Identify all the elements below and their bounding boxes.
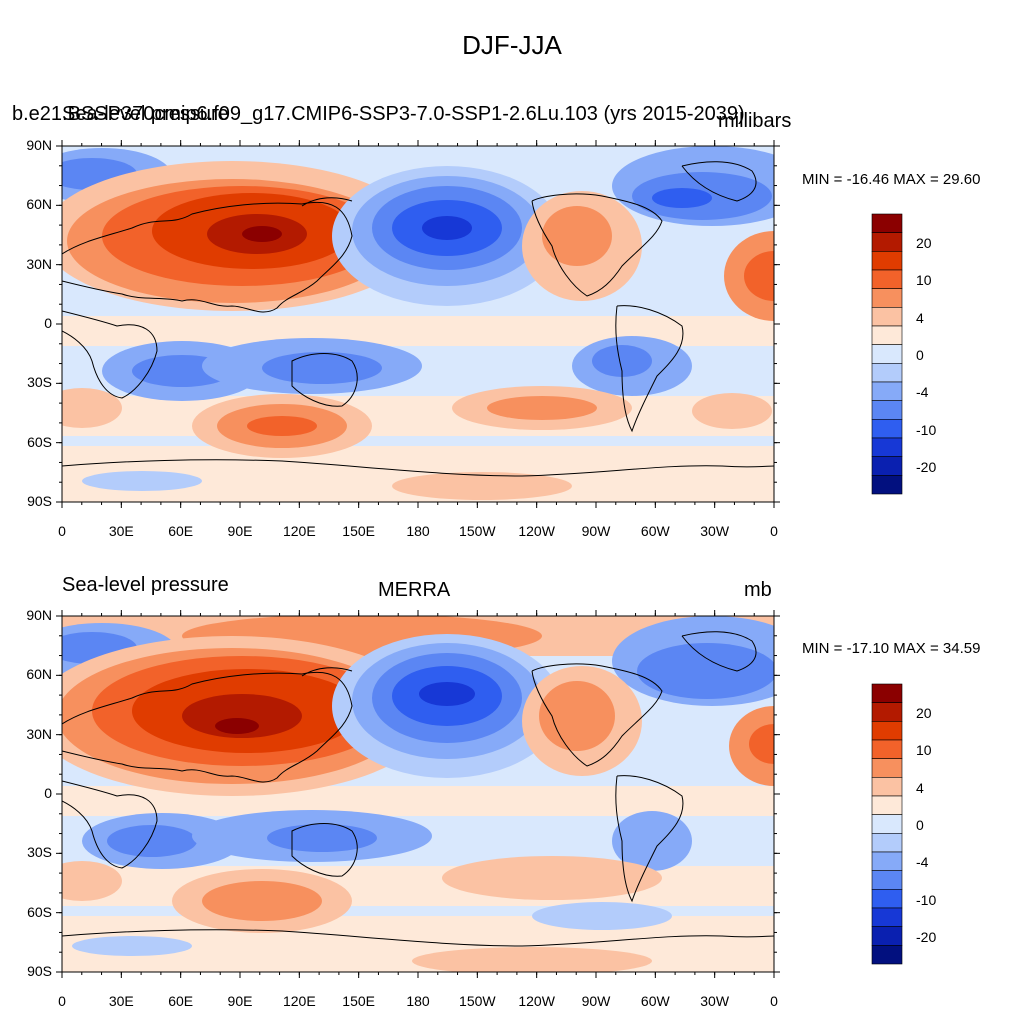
lon-label: 30E <box>108 523 134 539</box>
lon-label: 0 <box>58 523 66 539</box>
colorbar-label: 4 <box>916 779 924 796</box>
panel1-right-title: millibars <box>718 110 792 132</box>
colorbar-swatch <box>871 907 903 927</box>
lon-label: 0 <box>58 993 66 1009</box>
colorbar-swatch <box>871 945 903 965</box>
colorbar-label: -10 <box>916 421 937 438</box>
colorbar-label: 20 <box>916 705 932 721</box>
panel1-minmax: MIN = -16.46 MAX = 29.60 <box>802 171 981 188</box>
colorbar-swatch <box>871 381 903 401</box>
colorbar-label: 0 <box>916 347 924 363</box>
lon-label: 30E <box>108 993 134 1009</box>
lon-label: 90E <box>227 993 253 1009</box>
colorbar-label: -20 <box>916 929 937 945</box>
colorbar-swatch <box>871 739 903 759</box>
colorbar-swatch <box>871 926 903 946</box>
colorbar-swatch <box>871 475 903 495</box>
lon-label: 0 <box>770 523 778 539</box>
lon-label: 60E <box>168 993 194 1009</box>
axis-ticks <box>56 140 780 978</box>
colorbar-label: -4 <box>916 384 929 401</box>
panel2-center-title: MERRA <box>378 579 451 601</box>
colorbar-swatch <box>871 833 903 853</box>
lat-label: 30N <box>26 255 52 272</box>
figure-title: DJF-JJA <box>462 30 562 60</box>
lat-label: 30N <box>26 725 52 742</box>
panel2-map <box>62 616 774 972</box>
colorbar-swatch <box>871 721 903 741</box>
lat-label: 90N <box>26 607 52 623</box>
lat-label: 90N <box>26 137 52 153</box>
colorbar-swatch <box>871 814 903 834</box>
lon-label: 60W <box>640 993 670 1009</box>
colorbar-label: -4 <box>916 854 929 871</box>
colorbar-label: 10 <box>916 272 932 289</box>
lat-label: 90S <box>27 963 52 979</box>
lon-label: 150W <box>459 993 496 1009</box>
colorbar-swatch <box>871 344 903 364</box>
lon-label: 120W <box>518 523 555 539</box>
lon-label: 30W <box>700 523 730 539</box>
lon-label: 150E <box>342 523 375 539</box>
lon-label: 150W <box>459 523 496 539</box>
lat-label: 30S <box>27 844 52 861</box>
lon-label: 60E <box>168 523 194 539</box>
colorbar-swatch <box>871 213 903 233</box>
panel2-left-title: Sea-level pressure <box>62 574 229 596</box>
colorbar-swatch <box>871 870 903 890</box>
lon-label: 120E <box>282 993 316 1009</box>
lon-label: 90E <box>227 523 253 539</box>
colorbar-label: 20 <box>916 235 932 251</box>
panel1-center-title: b.e21.BSSP370cmip6.f09_g17.CMIP6-SSP3-7.… <box>12 103 745 125</box>
colorbar-swatch <box>871 437 903 457</box>
lat-label: 60N <box>26 196 52 213</box>
colorbar-swatch <box>871 269 903 289</box>
colorbar-swatch <box>871 777 903 797</box>
colorbar-swatch <box>871 456 903 476</box>
colorbar-swatch <box>871 851 903 871</box>
lat-label: 60N <box>26 666 52 683</box>
colorbar-swatch <box>871 419 903 439</box>
colorbar-swatch <box>871 251 903 271</box>
colorbar-swatch <box>871 288 903 308</box>
lon-label: 90W <box>581 993 611 1009</box>
panel2-right-title: mb <box>744 579 772 601</box>
colorbar-swatch <box>871 702 903 722</box>
lat-label: 90S <box>27 493 52 509</box>
lon-label: 0 <box>770 993 778 1009</box>
colorbar-swatch <box>871 363 903 383</box>
colorbar-swatch <box>871 307 903 327</box>
lat-label: 60S <box>27 903 52 920</box>
lat-label: 0 <box>44 785 52 801</box>
colorbar-label: 4 <box>916 309 924 326</box>
lat-label: 0 <box>44 315 52 331</box>
lon-label: 150E <box>342 993 375 1009</box>
lon-label: 180 <box>406 523 430 539</box>
lat-label: 60S <box>27 433 52 450</box>
lon-label: 120E <box>282 523 316 539</box>
colorbar-label: -10 <box>916 891 937 908</box>
panel2-minmax: MIN = -17.10 MAX = 34.59 <box>802 640 981 657</box>
colorbar-label: 0 <box>916 817 924 833</box>
colorbar-swatch <box>871 889 903 909</box>
colorbar-label: 10 <box>916 742 932 759</box>
colorbars <box>871 213 903 965</box>
colorbar-swatch <box>871 232 903 252</box>
colorbar-swatch <box>871 795 903 815</box>
lat-label: 30S <box>27 374 52 391</box>
lon-label: 30W <box>700 993 730 1009</box>
panel1-left-title: Sea-level pressure <box>62 103 229 125</box>
colorbar-swatch <box>871 325 903 345</box>
lon-label: 60W <box>640 523 670 539</box>
lon-label: 90W <box>581 523 611 539</box>
colorbar-swatch <box>871 758 903 778</box>
colorbar-label: -20 <box>916 459 937 475</box>
colorbar-swatch <box>871 683 903 703</box>
lon-label: 120W <box>518 993 555 1009</box>
lon-label: 180 <box>406 993 430 1009</box>
panel1-map <box>62 146 774 502</box>
colorbar-swatch <box>871 400 903 420</box>
